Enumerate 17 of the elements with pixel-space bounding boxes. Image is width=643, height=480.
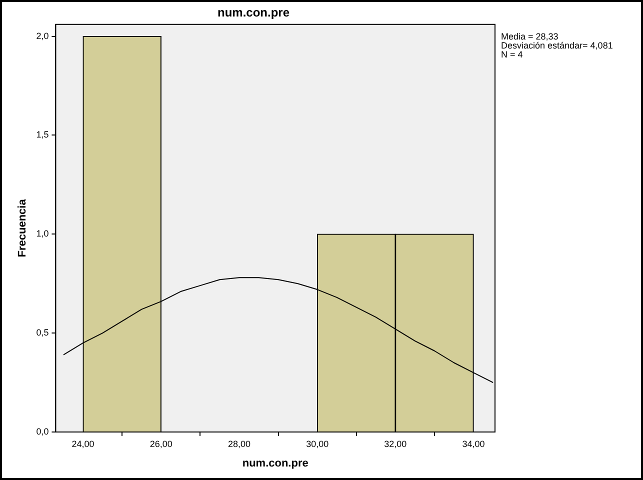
text: Media = 28,33 <box>501 31 558 42</box>
y-tick-label: 2,0 <box>36 30 49 41</box>
x-axis-title: num.con.pre <box>242 457 308 470</box>
x-tick-label: 32,00 <box>384 438 407 449</box>
chart-title: num.con.pre <box>217 6 290 20</box>
x-tick-label: 28,00 <box>228 438 250 449</box>
y-axis-title: Frecuencia <box>16 198 29 258</box>
text: Desviación estándar= 4,081 <box>501 40 613 50</box>
x-tick-label: 34,00 <box>462 438 485 449</box>
y-tick-label: 0,0 <box>36 426 49 436</box>
y-tick-label: 1,5 <box>36 130 49 140</box>
x-tick-label: 30,00 <box>306 438 329 449</box>
x-tick-label: 26,00 <box>150 438 172 449</box>
y-tick-label: 1,0 <box>36 228 49 239</box>
text: N = 4 <box>501 49 523 60</box>
x-tick-label: 24,00 <box>72 438 94 449</box>
y-tick-label: 0,5 <box>36 328 49 338</box>
